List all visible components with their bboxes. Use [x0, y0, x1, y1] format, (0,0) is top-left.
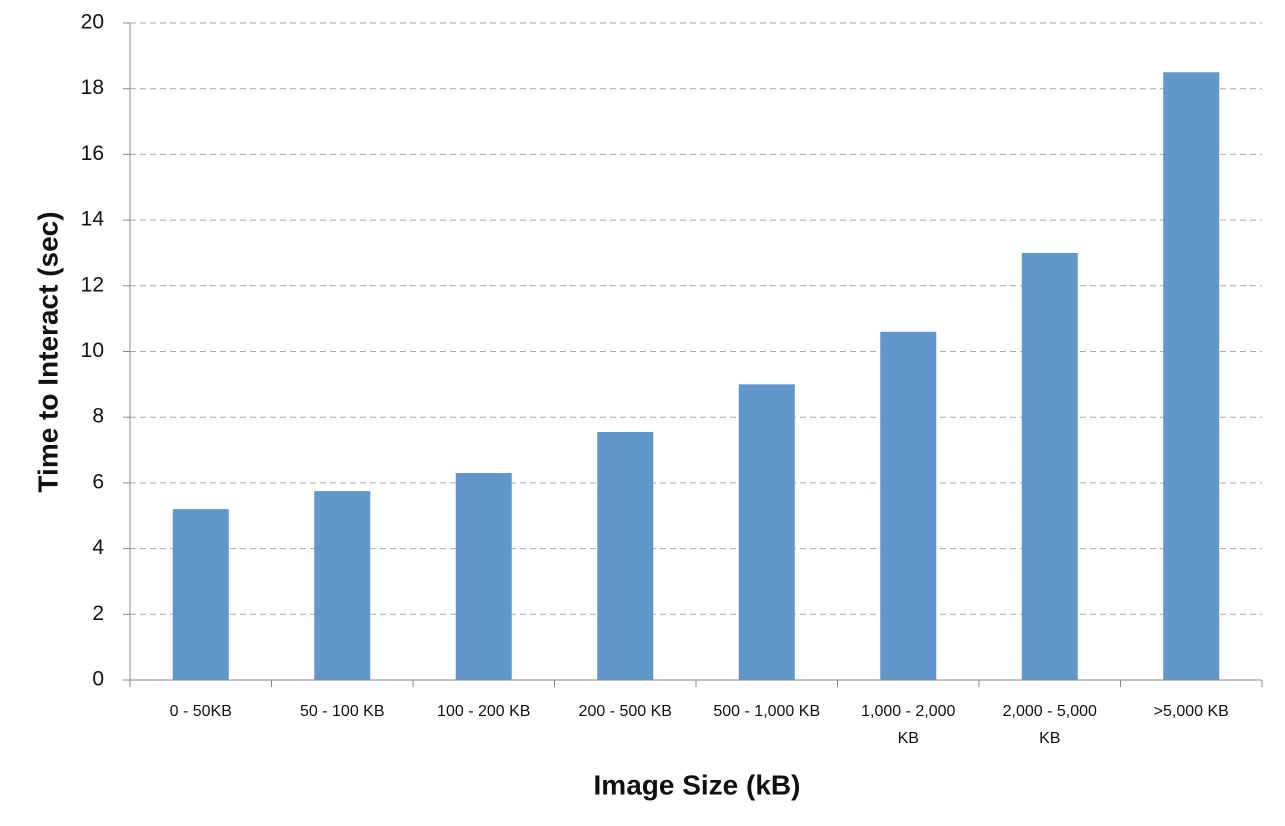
y-tick-label: 0: [92, 668, 104, 691]
y-tick-label: 4: [92, 536, 104, 559]
x-tick-label: >5,000 KB: [1153, 703, 1229, 720]
y-tick-label: 18: [81, 76, 104, 99]
y-tick-label: 20: [81, 11, 104, 34]
y-tick-label: 10: [81, 339, 104, 362]
y-tick-label: 2: [92, 602, 104, 625]
bar: [455, 473, 512, 680]
bar: [738, 384, 795, 680]
y-tick-label: 12: [81, 273, 104, 296]
bar: [172, 509, 229, 680]
y-tick-label: 14: [81, 208, 105, 231]
y-tick-label: 16: [81, 142, 104, 165]
x-tick-label: 2,000 - 5,000 KB: [1002, 703, 1097, 747]
x-axis-title: Image Size (kB): [594, 769, 801, 800]
bar: [1021, 252, 1078, 680]
bar: [1163, 72, 1220, 680]
y-axis-title: Time to Interact (sec): [32, 211, 63, 492]
y-tick-label: 6: [92, 470, 104, 493]
x-tick-label: 200 - 500 KB: [578, 703, 672, 720]
x-tick-label: 1,000 - 2,000 KB: [861, 703, 956, 747]
x-tick-label: 50 - 100 KB: [300, 703, 385, 720]
x-tick-label: 500 - 1,000 KB: [713, 703, 821, 720]
y-tick-label: 8: [92, 405, 104, 428]
x-tick-label: 100 - 200 KB: [437, 703, 531, 720]
bar: [880, 331, 937, 680]
x-tick-label: 0 - 50KB: [169, 703, 232, 720]
bar: [314, 491, 371, 680]
bar: [597, 431, 654, 680]
